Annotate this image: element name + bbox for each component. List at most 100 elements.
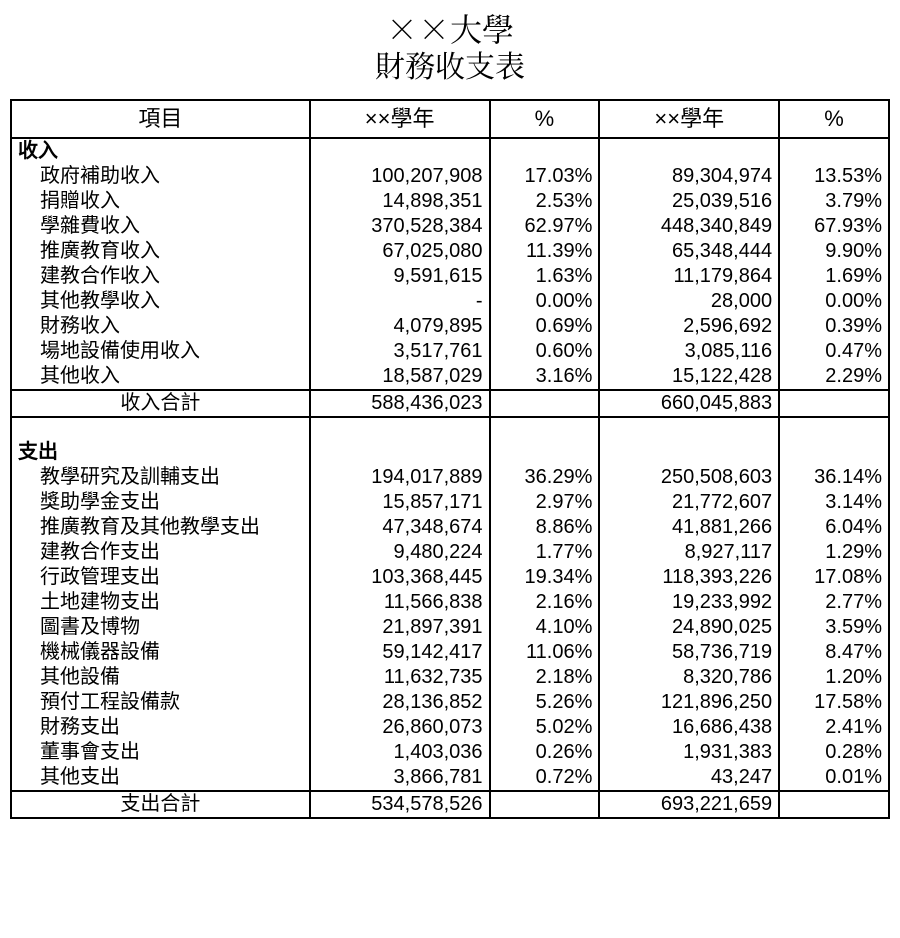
row-v2: 21,772,607	[599, 490, 779, 515]
row-label: 推廣教育收入	[11, 239, 310, 264]
row-p1: 8.86%	[490, 515, 600, 540]
table-row: 建教合作支出9,480,2241.77%8,927,1171.29%	[11, 540, 889, 565]
row-v2: 11,179,864	[599, 264, 779, 289]
row-p1: 36.29%	[490, 465, 600, 490]
row-v1: 21,897,391	[310, 615, 490, 640]
row-p1: 3.16%	[490, 364, 600, 390]
row-p2: 2.29%	[779, 364, 889, 390]
row-p2: 3.79%	[779, 189, 889, 214]
row-v1: 28,136,852	[310, 690, 490, 715]
subtotal-row: 支出合計534,578,526693,221,659	[11, 791, 889, 818]
row-p2: 0.39%	[779, 314, 889, 339]
row-v1: 47,348,674	[310, 515, 490, 540]
row-label: 行政管理支出	[11, 565, 310, 590]
row-v1: 26,860,073	[310, 715, 490, 740]
subtotal-label: 收入合計	[11, 390, 310, 417]
row-p2: 17.08%	[779, 565, 889, 590]
row-label: 其他支出	[11, 765, 310, 791]
table-row: 推廣教育及其他教學支出47,348,6748.86%41,881,2666.04…	[11, 515, 889, 540]
row-v1: -	[310, 289, 490, 314]
row-label: 推廣教育及其他教學支出	[11, 515, 310, 540]
row-p2: 0.47%	[779, 339, 889, 364]
row-p2: 0.00%	[779, 289, 889, 314]
row-label: 場地設備使用收入	[11, 339, 310, 364]
row-p1: 0.26%	[490, 740, 600, 765]
row-p1: 2.53%	[490, 189, 600, 214]
row-v2: 89,304,974	[599, 164, 779, 189]
row-p2: 36.14%	[779, 465, 889, 490]
row-label: 捐贈收入	[11, 189, 310, 214]
row-v1: 15,857,171	[310, 490, 490, 515]
row-p1: 1.63%	[490, 264, 600, 289]
row-p2: 2.77%	[779, 590, 889, 615]
col-pct2: %	[779, 100, 889, 138]
row-p2: 13.53%	[779, 164, 889, 189]
table-row: 其他支出3,866,7810.72%43,2470.01%	[11, 765, 889, 791]
row-v1: 18,587,029	[310, 364, 490, 390]
row-label: 其他收入	[11, 364, 310, 390]
row-label: 政府補助收入	[11, 164, 310, 189]
row-v2: 250,508,603	[599, 465, 779, 490]
section-label: 支出	[11, 440, 310, 465]
table-row: 財務支出26,860,0735.02%16,686,4382.41%	[11, 715, 889, 740]
row-p1: 0.60%	[490, 339, 600, 364]
subtotal-v2: 693,221,659	[599, 791, 779, 818]
row-v1: 194,017,889	[310, 465, 490, 490]
row-v1: 103,368,445	[310, 565, 490, 590]
col-year1: ××學年	[310, 100, 490, 138]
row-v1: 67,025,080	[310, 239, 490, 264]
subtotal-v2: 660,045,883	[599, 390, 779, 417]
row-p2: 2.41%	[779, 715, 889, 740]
row-v2: 16,686,438	[599, 715, 779, 740]
col-item: 項目	[11, 100, 310, 138]
row-v1: 1,403,036	[310, 740, 490, 765]
row-p2: 1.29%	[779, 540, 889, 565]
col-year2: ××學年	[599, 100, 779, 138]
row-v2: 58,736,719	[599, 640, 779, 665]
row-label: 其他設備	[11, 665, 310, 690]
row-label: 建教合作支出	[11, 540, 310, 565]
row-label: 預付工程設備款	[11, 690, 310, 715]
section-row: 收入	[11, 138, 889, 164]
row-p2: 9.90%	[779, 239, 889, 264]
row-p2: 3.14%	[779, 490, 889, 515]
row-p1: 1.77%	[490, 540, 600, 565]
row-p1: 17.03%	[490, 164, 600, 189]
table-row: 其他收入18,587,0293.16%15,122,4282.29%	[11, 364, 889, 390]
row-v2: 3,085,116	[599, 339, 779, 364]
table-row: 其他教學收入-0.00%28,0000.00%	[11, 289, 889, 314]
row-v2: 448,340,849	[599, 214, 779, 239]
row-v1: 370,528,384	[310, 214, 490, 239]
row-label: 董事會支出	[11, 740, 310, 765]
row-label: 財務支出	[11, 715, 310, 740]
row-p1: 5.02%	[490, 715, 600, 740]
row-v2: 8,320,786	[599, 665, 779, 690]
table-row: 行政管理支出103,368,44519.34%118,393,22617.08%	[11, 565, 889, 590]
section-row: 支出	[11, 440, 889, 465]
row-p2: 1.69%	[779, 264, 889, 289]
row-label: 財務收入	[11, 314, 310, 339]
table-body: 收入政府補助收入100,207,90817.03%89,304,97413.53…	[11, 138, 889, 818]
subtotal-label: 支出合計	[11, 791, 310, 818]
row-v2: 15,122,428	[599, 364, 779, 390]
table-row: 圖書及博物21,897,3914.10%24,890,0253.59%	[11, 615, 889, 640]
financial-table: 項目 ××學年 % ××學年 % 收入政府補助收入100,207,90817.0…	[10, 99, 890, 819]
row-p1: 2.16%	[490, 590, 600, 615]
row-v2: 24,890,025	[599, 615, 779, 640]
row-p2: 0.28%	[779, 740, 889, 765]
row-label: 機械儀器設備	[11, 640, 310, 665]
table-row: 獎助學金支出15,857,1712.97%21,772,6073.14%	[11, 490, 889, 515]
row-p1: 0.00%	[490, 289, 600, 314]
table-row: 場地設備使用收入3,517,7610.60%3,085,1160.47%	[11, 339, 889, 364]
row-label: 學雜費收入	[11, 214, 310, 239]
row-v2: 41,881,266	[599, 515, 779, 540]
row-v1: 3,517,761	[310, 339, 490, 364]
table-row: 教學研究及訓輔支出194,017,88936.29%250,508,60336.…	[11, 465, 889, 490]
table-row: 土地建物支出11,566,8382.16%19,233,9922.77%	[11, 590, 889, 615]
row-p2: 3.59%	[779, 615, 889, 640]
row-v2: 8,927,117	[599, 540, 779, 565]
col-pct1: %	[490, 100, 600, 138]
section-label: 收入	[11, 138, 310, 164]
table-row: 機械儀器設備59,142,41711.06%58,736,7198.47%	[11, 640, 889, 665]
row-p1: 19.34%	[490, 565, 600, 590]
